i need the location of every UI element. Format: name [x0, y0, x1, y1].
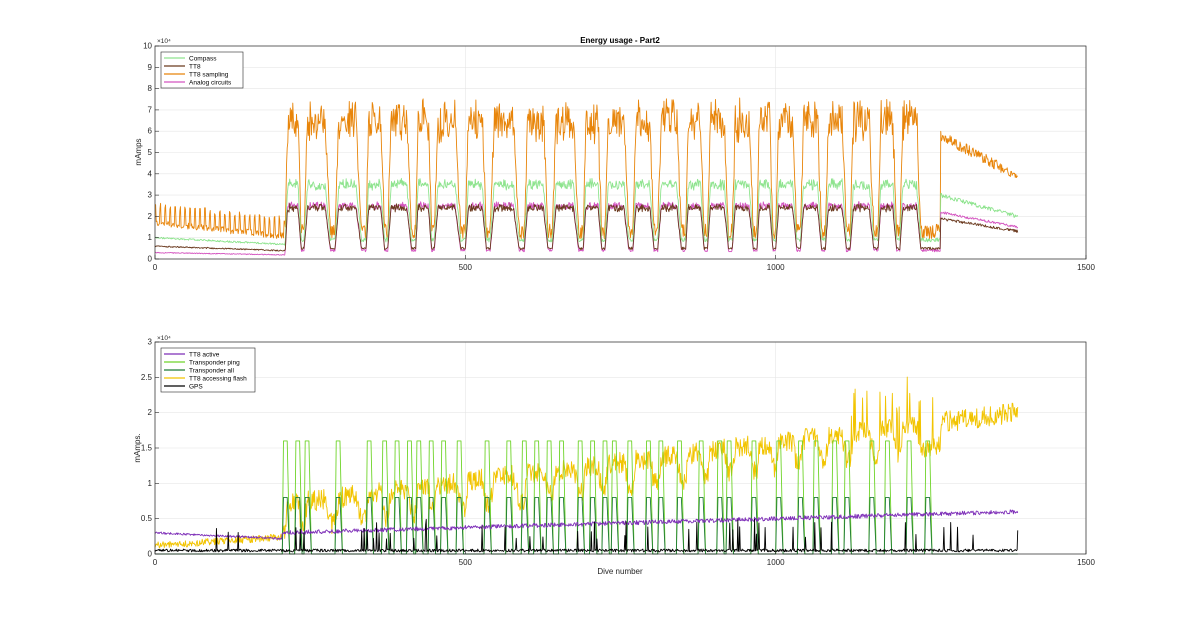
energy-usage-chart: 0 1 2 3 4 5 6 7 8 9 10 0 500 1000 1500 Energy usage - … — [134, 36, 1095, 272]
y-tick-label: 8 — [148, 84, 153, 93]
transponder-usage-chart: 0 0.5 1 1.5 2 2.5 3 0 500 1000 1500 Dive number mA… — [133, 335, 1095, 576]
x-tick-label: 1500 — [1077, 558, 1095, 567]
legend-entry: TT8 sampling — [189, 71, 229, 78]
legend-entry: TT8 active — [189, 351, 220, 358]
y-tick-label: 3 — [148, 191, 153, 200]
legend-entry: Analog circuits — [189, 79, 232, 86]
series-lines — [154, 97, 1019, 256]
x-tick-label: 1000 — [767, 558, 785, 567]
series-line-tt8 — [154, 203, 1019, 252]
y-tick-label: 0.5 — [141, 514, 153, 523]
x-tick-label: 500 — [459, 263, 473, 272]
y-tick-label: 5 — [148, 148, 153, 157]
y-tick-label: 4 — [148, 169, 153, 178]
axis-ticks: 0 1 2 3 4 5 6 7 8 9 10 0 500 1000 1500 — [143, 42, 1095, 273]
y-tick-label: 10 — [143, 42, 152, 51]
y-tick-label: 1 — [148, 479, 153, 488]
y-tick-label: 2 — [148, 212, 153, 221]
y-tick-label: 2.5 — [141, 373, 153, 382]
legend-entry: Compass — [189, 55, 217, 62]
series-line-tt8-sampling — [154, 97, 1018, 240]
series-line-compass — [154, 177, 1019, 246]
legend-entry: Transponder ping — [189, 359, 240, 366]
x-tick-label: 1000 — [767, 263, 785, 272]
y-tick-label: 0 — [148, 255, 153, 264]
y-tick-label: 7 — [148, 105, 153, 114]
y-tick-label: 9 — [148, 63, 153, 72]
legend-entry: GPS — [189, 383, 203, 390]
legend-entry: TT8 — [189, 63, 201, 70]
y-tick-label: 2 — [148, 408, 153, 417]
y-exponent-label: ×10⁴ — [157, 335, 171, 342]
y-axis-label: mAmps. — [133, 433, 142, 462]
y-tick-label: 1 — [148, 233, 153, 242]
legend-entry: TT8 accessing flash — [189, 375, 247, 382]
series-line-gps — [154, 518, 1019, 553]
axis-ticks: 0 0.5 1 1.5 2 2.5 3 0 500 1000 1500 — [141, 338, 1096, 568]
y-tick-label: 0 — [148, 550, 153, 559]
y-axis-label: mAmps — [134, 138, 143, 165]
y-tick-label: 1.5 — [141, 444, 153, 453]
y-tick-label: 6 — [148, 127, 153, 136]
x-tick-label: 0 — [153, 263, 158, 272]
chart-title: Energy usage - Part2 — [580, 36, 660, 45]
legend-entry: Transponder all — [189, 367, 234, 374]
x-tick-label: 0 — [153, 558, 158, 567]
x-tick-label: 500 — [459, 558, 473, 567]
x-tick-label: 1500 — [1077, 263, 1095, 272]
y-exponent-label: ×10⁴ — [157, 38, 171, 45]
y-tick-label: 3 — [148, 338, 153, 347]
x-axis-label: Dive number — [597, 567, 643, 576]
series-line-tt8-active — [154, 509, 1019, 540]
